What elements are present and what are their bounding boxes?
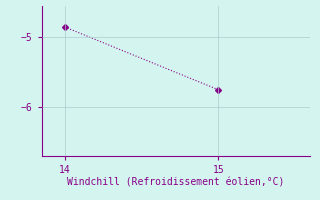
X-axis label: Windchill (Refroidissement éolien,°C): Windchill (Refroidissement éolien,°C) bbox=[67, 178, 285, 188]
